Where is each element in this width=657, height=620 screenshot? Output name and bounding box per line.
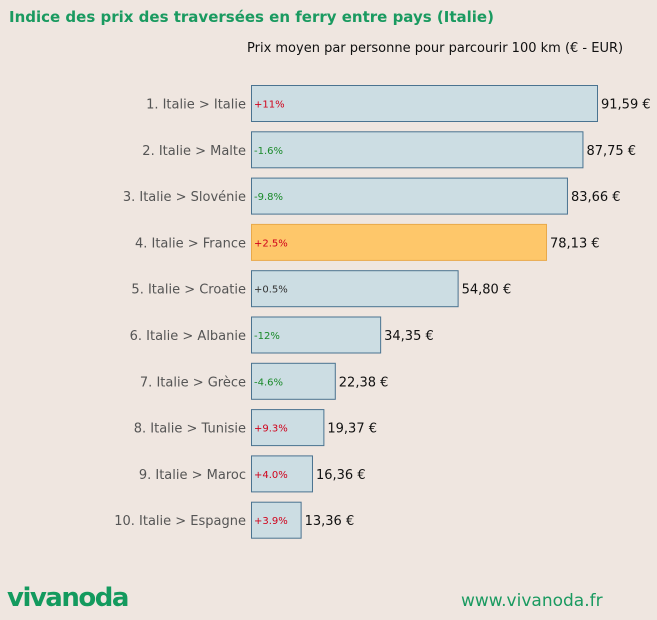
category-label: 4. Italie > France <box>135 236 246 251</box>
bar <box>251 131 584 169</box>
value-label: 34,35 € <box>384 329 434 344</box>
value-label: 19,37 € <box>327 422 377 437</box>
category-label: 9. Italie > Maroc <box>139 468 246 483</box>
value-label: 16,36 € <box>316 468 366 483</box>
category-label: 10. Italie > Espagne <box>114 514 246 529</box>
value-label: 13,36 € <box>305 514 355 529</box>
change-label: +9.3% <box>254 424 288 435</box>
change-label: -9.8% <box>254 192 283 203</box>
value-label: 22,38 € <box>339 375 389 390</box>
category-label: 8. Italie > Tunisie <box>134 422 246 437</box>
bar <box>251 455 313 493</box>
chart-subtitle: Prix moyen par personne pour parcourir 1… <box>247 41 624 56</box>
change-label: +2.5% <box>254 238 288 249</box>
bar <box>251 177 568 215</box>
value-label: 91,59 € <box>601 98 651 113</box>
value-label: 78,13 € <box>550 236 600 251</box>
change-label: -4.6% <box>254 377 283 388</box>
change-label: -1.6% <box>254 146 283 157</box>
category-label: 3. Italie > Slovénie <box>123 190 246 205</box>
bar <box>251 501 302 539</box>
bar <box>251 85 598 122</box>
website-link[interactable]: www.vivanoda.fr <box>461 591 603 611</box>
category-label: 7. Italie > Grèce <box>140 375 246 390</box>
change-label: +11% <box>254 100 285 111</box>
bar <box>251 362 336 400</box>
category-label: 1. Italie > Italie <box>146 98 246 113</box>
bar <box>251 223 548 261</box>
change-label: -12% <box>254 331 280 342</box>
value-label: 54,80 € <box>462 283 512 298</box>
bar <box>251 409 325 447</box>
change-label: +4.0% <box>254 470 288 481</box>
value-label: 83,66 € <box>571 190 621 205</box>
bar <box>251 316 382 354</box>
category-label: 5. Italie > Croatie <box>131 283 246 298</box>
change-label: +3.9% <box>254 516 288 527</box>
category-label: 6. Italie > Albanie <box>130 329 246 344</box>
value-label: 87,75 € <box>586 144 636 159</box>
chart-title: Indice des prix des traversées en ferry … <box>9 8 494 26</box>
vivanoda-logo[interactable]: vivanoda <box>7 583 129 613</box>
bar <box>251 270 459 308</box>
change-label: +0.5% <box>254 285 288 296</box>
category-label: 2. Italie > Malte <box>142 144 246 159</box>
